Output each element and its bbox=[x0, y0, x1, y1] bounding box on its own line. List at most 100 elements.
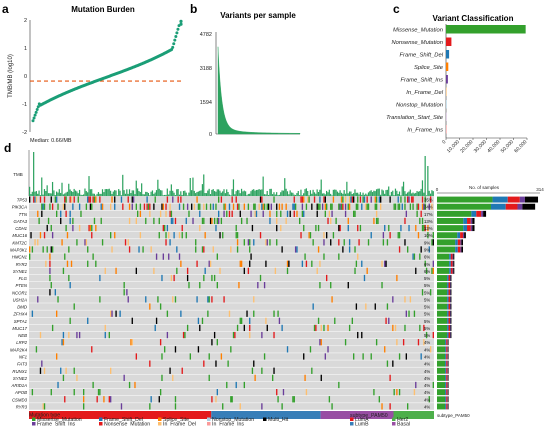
tmb-bar bbox=[357, 193, 358, 196]
mutation-cell bbox=[260, 196, 261, 202]
tmb-bar bbox=[240, 193, 241, 196]
mutation-cell bbox=[207, 296, 208, 302]
mutation-cell bbox=[51, 246, 52, 252]
mutation-cell bbox=[241, 318, 242, 324]
panel-letter-c: c bbox=[393, 2, 400, 16]
mutation-cell bbox=[319, 196, 320, 202]
mutation-cell bbox=[412, 253, 413, 259]
mutation-cell bbox=[385, 318, 386, 324]
tmb-bar bbox=[365, 194, 366, 196]
mutation-cell bbox=[182, 225, 183, 231]
mutation-cell bbox=[102, 239, 103, 245]
mutation-cell bbox=[422, 218, 423, 224]
mutation-cell bbox=[408, 225, 409, 231]
mutation-cell bbox=[86, 204, 87, 210]
mutation-cell bbox=[349, 204, 350, 210]
gene-percent: 9% bbox=[424, 240, 430, 245]
mutation-cell bbox=[308, 232, 309, 238]
mutation-cell bbox=[362, 196, 363, 202]
mutation-cell bbox=[188, 282, 189, 288]
tmb-bar bbox=[94, 194, 95, 196]
tmb-bar bbox=[356, 193, 357, 196]
tmb-bar bbox=[145, 192, 146, 196]
mutation-cell bbox=[49, 253, 50, 259]
tmb-bar bbox=[34, 192, 35, 196]
legend-label: In_Frame_Ins bbox=[212, 422, 244, 427]
tmb-bar bbox=[296, 193, 297, 196]
mutation-cell bbox=[433, 239, 434, 245]
mutation-cell bbox=[279, 204, 280, 210]
y-tick-a-4: 2 bbox=[24, 18, 27, 24]
mutation-cell bbox=[217, 218, 218, 224]
gene-count-segment bbox=[522, 204, 535, 210]
gene-count-segment bbox=[445, 403, 446, 409]
mutation-cell bbox=[71, 196, 72, 202]
mutation-cell bbox=[246, 311, 247, 317]
gene-count-segment bbox=[445, 389, 446, 395]
mutation-cell bbox=[421, 211, 422, 217]
tmb-bar bbox=[421, 189, 422, 196]
burden-point bbox=[36, 108, 39, 111]
mutation-cell bbox=[338, 253, 339, 259]
mutation-cell bbox=[63, 339, 64, 345]
gene-percent: 5% bbox=[424, 290, 430, 295]
tmb-bar bbox=[198, 192, 199, 196]
mutation-cell bbox=[364, 196, 365, 202]
tmb-bar bbox=[29, 187, 30, 196]
mutation-cell bbox=[227, 360, 228, 366]
tmb-bar bbox=[350, 192, 351, 196]
tmb-bar bbox=[70, 189, 71, 196]
gene-label-lrp2: LRP2 bbox=[16, 340, 27, 345]
mutation-cell bbox=[376, 204, 377, 210]
mutation-cell bbox=[210, 218, 211, 224]
gene-count-segment bbox=[448, 354, 449, 360]
mutation-cell bbox=[137, 211, 138, 217]
gene-count-segment bbox=[481, 211, 483, 217]
gene-label-apob: APOB bbox=[14, 390, 27, 395]
tmb-bar bbox=[412, 193, 413, 196]
gene-count-segment bbox=[455, 239, 458, 245]
mutation-cell bbox=[240, 261, 241, 267]
mutation-cell bbox=[269, 239, 270, 245]
mutation-cell bbox=[64, 253, 65, 259]
tmb-bar bbox=[106, 189, 107, 196]
mutation-cell bbox=[326, 232, 327, 238]
mutation-cell bbox=[218, 218, 219, 224]
tmb-bar bbox=[303, 193, 304, 196]
gene-count-segment bbox=[451, 289, 452, 295]
gene-count-segment bbox=[525, 197, 538, 203]
mutation-cell bbox=[209, 375, 210, 381]
mutation-cell bbox=[95, 261, 96, 267]
gene-label-pten: PTEN bbox=[16, 283, 28, 288]
tmb-bar bbox=[63, 194, 64, 196]
mutation-cell bbox=[195, 239, 196, 245]
gene-label-ttn: TTN bbox=[19, 212, 28, 217]
mutation-cell bbox=[129, 382, 130, 388]
mutation-cell bbox=[384, 225, 385, 231]
tmb-bar bbox=[327, 192, 328, 196]
tmb-bar bbox=[268, 195, 269, 196]
gene-count-segment bbox=[453, 268, 454, 274]
mutation-cell bbox=[114, 204, 115, 210]
mutation-cell bbox=[314, 325, 315, 331]
mutation-cell bbox=[407, 196, 408, 202]
mutation-cell bbox=[344, 239, 345, 245]
tmb-bar bbox=[119, 191, 120, 196]
y-tick-a-0: -2 bbox=[22, 130, 27, 136]
mutation-cell bbox=[252, 225, 253, 231]
tmb-bar bbox=[152, 190, 153, 196]
gene-percent: 5% bbox=[424, 305, 430, 310]
tmb-bar bbox=[250, 191, 251, 196]
title-b: Variants per sample bbox=[220, 11, 296, 20]
mutation-cell bbox=[119, 311, 120, 317]
mutation-cell bbox=[277, 311, 278, 317]
mutation-cell bbox=[356, 261, 357, 267]
tmb-bar bbox=[40, 195, 41, 196]
mutation-cell bbox=[403, 339, 404, 345]
mutation-cell bbox=[49, 204, 50, 210]
tmb-bar bbox=[82, 195, 83, 196]
tmb-bar bbox=[394, 195, 395, 196]
mutation-cell bbox=[406, 311, 407, 317]
tmb-bar bbox=[404, 191, 405, 196]
mutation-cell bbox=[110, 232, 111, 238]
